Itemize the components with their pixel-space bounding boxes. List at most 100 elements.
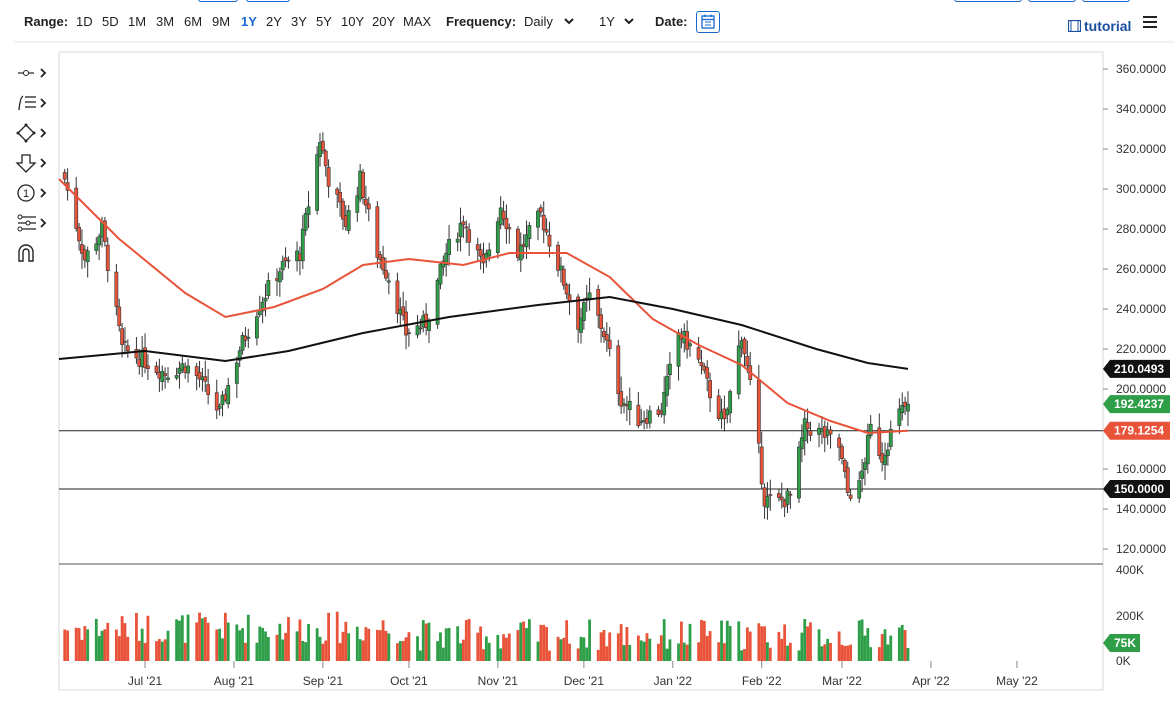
film-icon[interactable]: [1068, 20, 1081, 32]
volume-bar: [287, 617, 290, 661]
volume-bar: [338, 643, 342, 661]
time-tick-label: Oct '21: [390, 674, 428, 688]
date-label: Date:: [655, 14, 688, 29]
volume-bar: [418, 650, 422, 661]
fibonacci-tool-icon[interactable]: [14, 212, 52, 234]
tutorial-link[interactable]: tutorial: [1084, 18, 1132, 34]
candle-body: [842, 460, 847, 472]
candle-body: [234, 362, 239, 384]
chevron-down-icon[interactable]: [563, 14, 575, 28]
candle-body: [745, 355, 750, 367]
range-option-1d[interactable]: 1D: [76, 14, 93, 29]
arrow-tool-icon[interactable]: [14, 152, 52, 174]
range-option-2y[interactable]: 2Y: [266, 14, 282, 29]
volume-tick-label: 200K: [1116, 609, 1144, 623]
date-picker-button[interactable]: [696, 11, 720, 33]
volume-bar: [880, 634, 884, 661]
candle-body: [696, 347, 701, 360]
volume-bar: [324, 640, 328, 661]
candle-body: [475, 244, 480, 251]
volume-bar: [628, 644, 632, 661]
range-option-20y[interactable]: 20Y: [372, 14, 396, 29]
volume-bar: [562, 637, 566, 661]
range-option-3m[interactable]: 3M: [156, 14, 175, 29]
frequency-select[interactable]: Daily: [524, 14, 553, 29]
annotation-tool-icon[interactable]: 1: [14, 182, 52, 204]
candle-body: [375, 206, 380, 258]
candle-body: [848, 494, 853, 499]
range-option-5d[interactable]: 5D: [102, 14, 119, 29]
volume-bar: [783, 624, 787, 661]
volume-bar: [344, 621, 348, 661]
volume-bar: [135, 612, 138, 661]
volume-bar: [401, 640, 405, 661]
volume-pane: [58, 563, 1104, 691]
volume-bar: [648, 638, 652, 661]
candle-body: [564, 284, 569, 295]
price-tags: 210.0493 192.4237 179.1254 150.0000 75K: [1103, 359, 1170, 652]
volume-bar: [800, 632, 804, 661]
range-option-1y[interactable]: 1Y: [241, 14, 257, 29]
crosshair-tool-icon[interactable]: [14, 62, 52, 84]
trendline-tool-icon[interactable]: [14, 92, 52, 114]
range-option-6m[interactable]: 6M: [184, 14, 203, 29]
candle-body: [415, 325, 420, 336]
volume-bar: [677, 643, 680, 661]
candle-body: [255, 316, 259, 339]
volume-bar: [619, 624, 623, 661]
volume-bar: [516, 630, 520, 661]
volume-bar: [166, 630, 170, 661]
volume-bar: [444, 628, 448, 661]
volume-bar: [261, 627, 265, 661]
candle-body: [444, 252, 449, 266]
volume-bar: [97, 636, 101, 661]
candle-body: [306, 206, 311, 215]
time-tick-label: Nov '21: [478, 674, 519, 688]
range-option-max[interactable]: MAX: [403, 14, 432, 29]
volume-bar: [427, 622, 431, 661]
volume-bar: [860, 619, 864, 661]
volume-bar: [599, 632, 603, 661]
volume-bar: [688, 623, 692, 661]
range-option-1m[interactable]: 1M: [128, 14, 147, 29]
moving-average-line: [58, 295, 909, 370]
volume-bar: [869, 647, 873, 661]
volume-bar: [682, 642, 686, 661]
shape-tool-icon[interactable]: [14, 122, 52, 144]
volume-bar: [502, 634, 505, 661]
price-tag: [1103, 359, 1170, 378]
volume-bar: [335, 611, 339, 661]
candle-body: [547, 234, 552, 247]
candle-body: [214, 392, 219, 411]
range-option-3y[interactable]: 3Y: [291, 14, 307, 29]
volume-bar: [883, 629, 887, 661]
volume-bar: [143, 642, 147, 661]
candle-body: [303, 213, 308, 231]
candle-body: [263, 297, 268, 302]
candle-body: [627, 400, 632, 410]
volume-bar: [467, 618, 471, 661]
volume-bar: [238, 630, 242, 661]
volume-bar: [662, 619, 666, 661]
candle-body: [788, 493, 793, 496]
candle-body: [154, 365, 159, 373]
candle-body: [361, 172, 365, 198]
period-select[interactable]: 1Y: [599, 14, 615, 29]
candle-body: [639, 421, 644, 423]
range-option-10y[interactable]: 10Y: [341, 14, 365, 29]
price-tag-label: 150.0000: [1114, 482, 1164, 496]
range-option-5y[interactable]: 5Y: [316, 14, 332, 29]
candle-body: [900, 404, 905, 414]
volume-bar: [123, 623, 127, 661]
volume-bar: [809, 622, 812, 661]
hamburger-menu-icon[interactable]: [1143, 16, 1157, 30]
magnet-tool-icon[interactable]: [14, 242, 52, 264]
price-tick-label: 280.0000: [1116, 222, 1166, 236]
volume-bar: [307, 623, 310, 661]
candle-body: [857, 480, 862, 499]
candle-body: [768, 494, 773, 496]
candle-body: [662, 391, 667, 416]
chevron-down-icon[interactable]: [623, 14, 635, 28]
range-option-9m[interactable]: 9M: [212, 14, 231, 29]
